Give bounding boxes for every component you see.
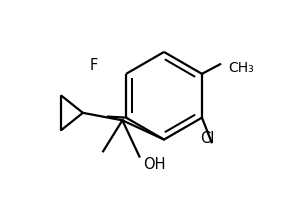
Text: OH: OH: [143, 157, 165, 172]
Text: Cl: Cl: [200, 131, 215, 146]
Text: CH₃: CH₃: [228, 61, 254, 75]
Text: F: F: [90, 58, 98, 73]
